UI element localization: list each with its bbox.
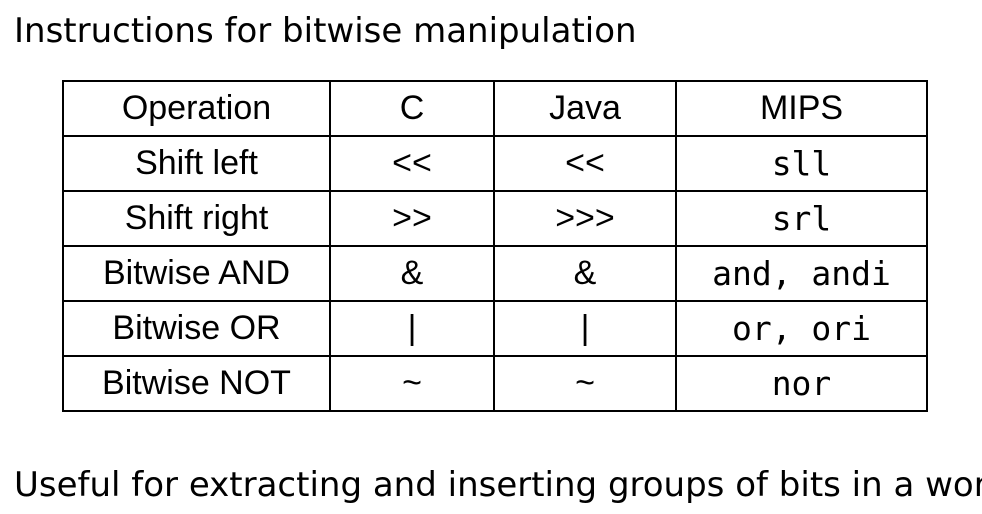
java-operator-cell: >>> — [493, 190, 677, 247]
c-operator-cell: ~ — [329, 355, 495, 412]
header-cell-operation: Operation — [62, 80, 331, 137]
table-row: Shift right >> >>> srl — [62, 190, 928, 247]
operation-cell: Bitwise NOT — [62, 355, 331, 412]
java-operator-cell: | — [493, 300, 677, 357]
page-title: Instructions for bitwise manipulation — [14, 11, 637, 51]
mips-instruction-cell: srl — [675, 190, 928, 247]
mips-instruction-cell: or, ori — [675, 300, 928, 357]
operation-cell: Shift right — [62, 190, 331, 247]
mips-instruction-cell: and, andi — [675, 245, 928, 302]
mips-instruction-cell: nor — [675, 355, 928, 412]
operation-cell: Bitwise OR — [62, 300, 331, 357]
header-cell-c: C — [329, 80, 495, 137]
table-row: Shift left << << sll — [62, 135, 928, 192]
table-row: Bitwise OR | | or, ori — [62, 300, 928, 357]
java-operator-cell: ~ — [493, 355, 677, 412]
table-row: Bitwise AND & & and, andi — [62, 245, 928, 302]
java-operator-cell: & — [493, 245, 677, 302]
java-operator-cell: << — [493, 135, 677, 192]
table-header-row: Operation C Java MIPS — [62, 80, 928, 137]
c-operator-cell: << — [329, 135, 495, 192]
mips-instruction-cell: sll — [675, 135, 928, 192]
c-operator-cell: & — [329, 245, 495, 302]
c-operator-cell: | — [329, 300, 495, 357]
header-cell-java: Java — [493, 80, 677, 137]
table-row: Bitwise NOT ~ ~ nor — [62, 355, 928, 412]
bitwise-operations-table: Operation C Java MIPS Shift left << << s… — [62, 80, 928, 412]
operation-cell: Shift left — [62, 135, 331, 192]
c-operator-cell: >> — [329, 190, 495, 247]
operation-cell: Bitwise AND — [62, 245, 331, 302]
header-cell-mips: MIPS — [675, 80, 928, 137]
summary-note: Useful for extracting and inserting grou… — [14, 465, 982, 505]
